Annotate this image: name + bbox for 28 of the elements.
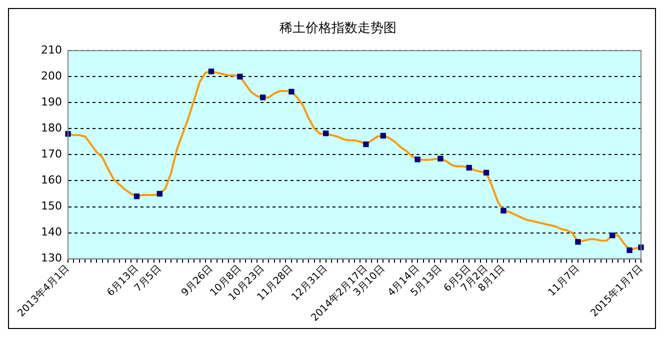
point — [323, 130, 329, 136]
y-tick-label: 150 — [40, 200, 62, 213]
point — [438, 156, 444, 162]
point — [626, 247, 632, 254]
point — [380, 132, 386, 139]
y-tick-label: 130 — [40, 252, 62, 265]
y-tick-label: 170 — [40, 148, 62, 161]
y-tick-label: 200 — [40, 69, 62, 82]
y-tick-label: 180 — [40, 122, 62, 135]
point — [260, 94, 266, 100]
point — [208, 68, 214, 74]
point — [575, 239, 581, 245]
point — [363, 141, 369, 148]
point — [237, 74, 243, 80]
point — [610, 232, 616, 238]
point — [134, 194, 140, 200]
y-tick-label: 140 — [40, 226, 62, 239]
point — [500, 208, 506, 214]
x-tick-label: 11月7日 — [546, 263, 582, 299]
point — [483, 170, 490, 176]
point — [466, 164, 472, 171]
chart-title: 稀土价格指数走势图 — [280, 21, 396, 36]
point — [414, 156, 420, 162]
y-tick-label: 190 — [40, 96, 62, 109]
point — [288, 88, 294, 95]
y-tick-label: 160 — [40, 174, 62, 187]
y-tick-label: 210 — [40, 43, 62, 56]
point — [156, 190, 163, 197]
